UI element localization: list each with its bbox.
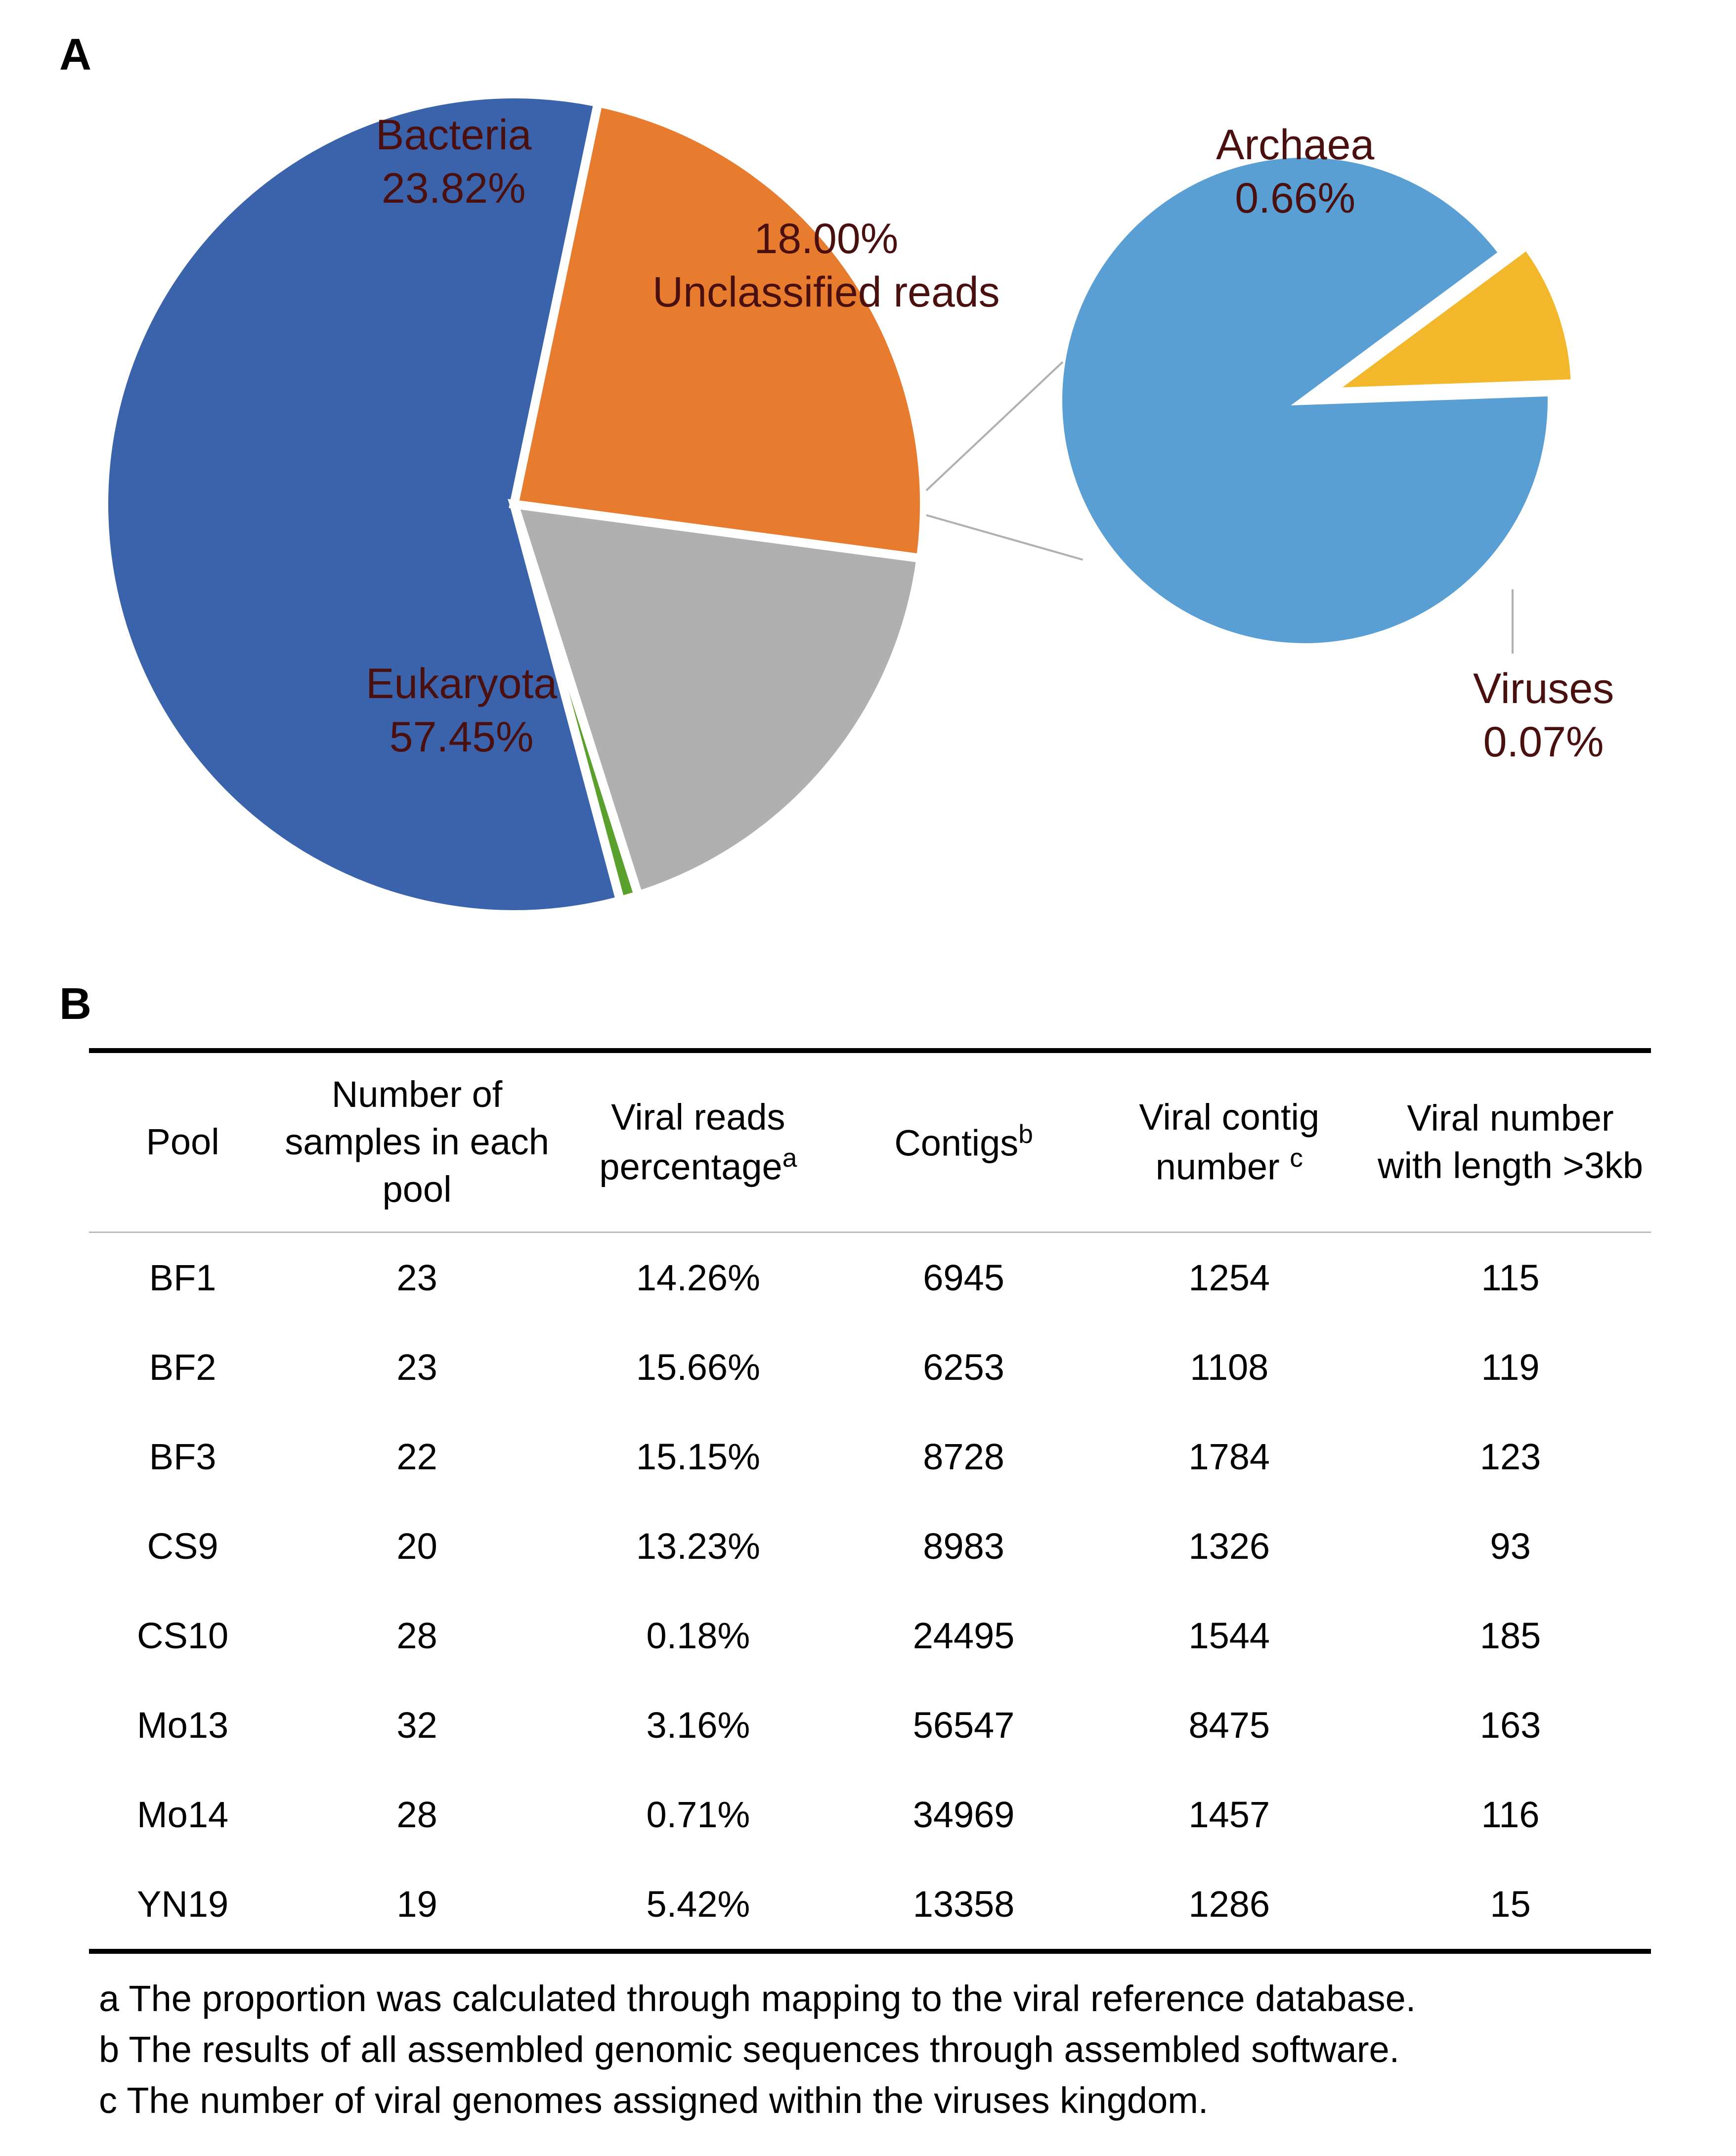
table-row: BF32215.15%87281784123 xyxy=(89,1412,1651,1501)
table-cell: 93 xyxy=(1370,1501,1651,1591)
table-cell: CS10 xyxy=(89,1591,276,1680)
table-col-header: Viral reads percentagea xyxy=(558,1053,839,1232)
table-cell: 19 xyxy=(276,1859,558,1949)
table-bottom-rule xyxy=(89,1949,1651,1954)
footnotes: a The proportion was calculated through … xyxy=(99,1978,1416,2130)
table-row: CS10280.18%244951544185 xyxy=(89,1591,1651,1680)
table-cell: 1326 xyxy=(1088,1501,1370,1591)
table-cell: 1286 xyxy=(1088,1859,1370,1949)
table-cell: 28 xyxy=(276,1770,558,1859)
connector-line xyxy=(1512,589,1514,654)
table-cell: 0.18% xyxy=(558,1591,839,1680)
table-col-header: Contigsb xyxy=(839,1053,1089,1232)
data-table-wrap: PoolNumber of samples in each poolViral … xyxy=(89,1048,1651,1954)
table-cell: 8475 xyxy=(1088,1680,1370,1770)
table-col-header: Number of samples in each pool xyxy=(276,1053,558,1232)
table-cell: 8728 xyxy=(839,1412,1089,1501)
table-cell: 28 xyxy=(276,1591,558,1680)
table-cell: 22 xyxy=(276,1412,558,1501)
table-cell: 116 xyxy=(1370,1770,1651,1859)
table-cell: 0.71% xyxy=(558,1770,839,1859)
table-cell: 24495 xyxy=(839,1591,1089,1680)
table-cell: 1108 xyxy=(1088,1322,1370,1412)
table-cell: 56547 xyxy=(839,1680,1089,1770)
table-cell: 5.42% xyxy=(558,1859,839,1949)
table-cell: BF3 xyxy=(89,1412,276,1501)
table-cell: 1544 xyxy=(1088,1591,1370,1680)
table-cell: BF1 xyxy=(89,1232,276,1322)
table-cell: 34969 xyxy=(839,1770,1089,1859)
footnote-line: a The proportion was calculated through … xyxy=(99,1978,1416,2020)
table-cell: 6945 xyxy=(839,1232,1089,1322)
table-cell: 14.26% xyxy=(558,1232,839,1322)
panel-a-label: A xyxy=(59,30,91,81)
table-cell: 163 xyxy=(1370,1680,1651,1770)
table-cell: 32 xyxy=(276,1680,558,1770)
panel-b-label: B xyxy=(59,979,91,1030)
table-cell: 6253 xyxy=(839,1322,1089,1412)
table-cell: 13358 xyxy=(839,1859,1089,1949)
table-body: BF12314.26%69451254115BF22315.66%6253110… xyxy=(89,1232,1651,1949)
pie-label-archaea: Archaea0.66% xyxy=(1216,119,1374,225)
pie-label-viruses: Viruses0.07% xyxy=(1473,662,1614,769)
table-cell: 1254 xyxy=(1088,1232,1370,1322)
table-cell: 115 xyxy=(1370,1232,1651,1322)
table-cell: 13.23% xyxy=(558,1501,839,1591)
table-cell: 3.16% xyxy=(558,1680,839,1770)
table-row: Mo13323.16%565478475163 xyxy=(89,1680,1651,1770)
table-col-header: Pool xyxy=(89,1053,276,1232)
table-col-header: Viral number with length >3kb xyxy=(1370,1053,1651,1232)
pie-label-eukaryota: Eukaryota57.45% xyxy=(366,658,557,764)
table-row: Mo14280.71%349691457116 xyxy=(89,1770,1651,1859)
pie-label-unclassified: 18.00%Unclassified reads xyxy=(652,213,1000,319)
panel-a-label-text: A xyxy=(59,30,91,80)
data-table: PoolNumber of samples in each poolViral … xyxy=(89,1053,1651,1949)
table-header-row: PoolNumber of samples in each poolViral … xyxy=(89,1053,1651,1232)
table-cell: 185 xyxy=(1370,1591,1651,1680)
table-row: BF12314.26%69451254115 xyxy=(89,1232,1651,1322)
table-cell: 119 xyxy=(1370,1322,1651,1412)
pie-label-bacteria: Bacteria23.82% xyxy=(376,109,532,215)
table-col-header: Viral contig number c xyxy=(1088,1053,1370,1232)
footnote-line: b The results of all assembled genomic s… xyxy=(99,2028,1416,2070)
table-cell: CS9 xyxy=(89,1501,276,1591)
table-cell: 23 xyxy=(276,1232,558,1322)
table-row: CS92013.23%8983132693 xyxy=(89,1501,1651,1591)
table-cell: 20 xyxy=(276,1501,558,1591)
table-row: BF22315.66%62531108119 xyxy=(89,1322,1651,1412)
table-cell: 8983 xyxy=(839,1501,1089,1591)
pie-slice-archaea xyxy=(1058,153,1552,648)
table-cell: 15 xyxy=(1370,1859,1651,1949)
footnote-line: c The number of viral genomes assigned w… xyxy=(99,2079,1416,2121)
table-cell: 123 xyxy=(1370,1412,1651,1501)
table-cell: Mo13 xyxy=(89,1680,276,1770)
table-cell: Mo14 xyxy=(89,1770,276,1859)
table-top-rule xyxy=(89,1048,1651,1053)
table-cell: 1457 xyxy=(1088,1770,1370,1859)
table-cell: 1784 xyxy=(1088,1412,1370,1501)
table-cell: 15.66% xyxy=(558,1322,839,1412)
table-cell: YN19 xyxy=(89,1859,276,1949)
table-cell: BF2 xyxy=(89,1322,276,1412)
panel-b-label-text: B xyxy=(59,979,91,1029)
table-head: PoolNumber of samples in each poolViral … xyxy=(89,1053,1651,1232)
table-row: YN19195.42%13358128615 xyxy=(89,1859,1651,1949)
table-cell: 15.15% xyxy=(558,1412,839,1501)
table-cell: 23 xyxy=(276,1322,558,1412)
